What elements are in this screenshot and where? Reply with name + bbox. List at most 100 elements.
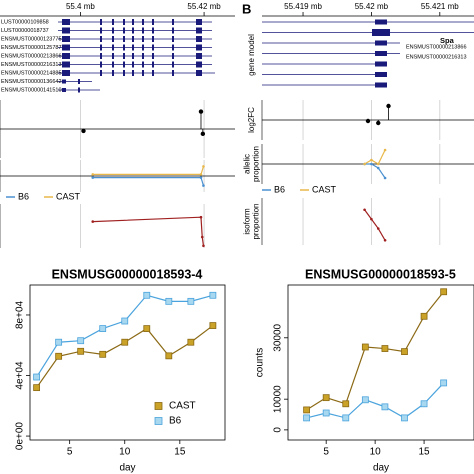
exon — [112, 36, 114, 42]
exon — [132, 61, 134, 68]
y-axis-label: allelicproportion — [243, 146, 261, 182]
plot-frame — [29, 284, 226, 441]
transcript-label: ENSMUST00000213866 — [406, 44, 467, 50]
point — [209, 322, 217, 329]
exon — [375, 51, 387, 56]
y-tick-label: 4e+04 — [15, 361, 26, 390]
exon — [123, 27, 125, 34]
point — [202, 165, 205, 168]
point — [322, 394, 330, 402]
point — [420, 312, 428, 320]
legend-label: CAST — [312, 184, 337, 194]
y-axis-label: isoformproportion — [243, 203, 261, 239]
point — [121, 338, 129, 346]
y-tick-label: 30000 — [273, 323, 284, 351]
point — [187, 297, 195, 305]
exon — [100, 27, 102, 34]
exon — [62, 19, 70, 25]
y-tick-label: 0e+00 — [15, 422, 26, 451]
exon — [100, 19, 102, 25]
exon — [78, 79, 80, 84]
point — [381, 345, 389, 352]
point — [383, 148, 387, 152]
legend-label: B6 — [169, 416, 182, 427]
point — [77, 337, 85, 345]
x-tick-label: 15 — [174, 447, 186, 458]
point — [363, 162, 366, 166]
exon — [112, 70, 114, 76]
x-tick-label: 5 — [67, 447, 73, 458]
point — [370, 217, 373, 221]
exon — [375, 40, 387, 46]
point — [33, 373, 41, 381]
point — [401, 348, 408, 356]
exon — [62, 61, 70, 68]
point — [381, 403, 389, 411]
x-axis-label: day — [119, 463, 135, 474]
x-tick-label: 5 — [323, 447, 329, 458]
point — [91, 176, 95, 179]
transcript-label: ENSMUST00000216313 — [1, 62, 62, 68]
point — [165, 352, 173, 360]
y-tick-label: 8e+04 — [15, 300, 26, 329]
chart-title: ENSMUSG00000018593-4 — [52, 267, 203, 281]
point — [91, 173, 95, 176]
point — [143, 291, 151, 299]
plot-frame — [287, 284, 474, 441]
point — [77, 347, 85, 355]
lollipop-head — [386, 103, 391, 109]
series-line — [92, 166, 205, 175]
legend-label: CAST — [169, 401, 196, 412]
transcript-label: LUST00000109858 — [1, 19, 49, 25]
legend-swatch — [154, 417, 163, 425]
point — [199, 173, 203, 176]
lollipop-head — [81, 128, 86, 134]
exon — [142, 36, 144, 42]
exon — [62, 70, 70, 76]
point — [376, 162, 380, 166]
exon — [112, 44, 114, 51]
exon — [62, 44, 70, 51]
exon — [142, 27, 144, 34]
exon — [62, 79, 66, 84]
exon — [375, 72, 387, 77]
legend-swatch — [154, 402, 163, 410]
point — [209, 291, 217, 299]
point — [91, 220, 95, 223]
exon — [172, 61, 174, 68]
exon — [100, 53, 102, 59]
exon — [375, 82, 387, 88]
point — [342, 414, 350, 422]
exon — [100, 36, 102, 42]
exon — [196, 61, 202, 68]
panel-label: B — [242, 1, 251, 16]
exon — [172, 44, 174, 51]
exon — [152, 61, 154, 68]
point — [33, 384, 41, 392]
point — [383, 176, 387, 180]
point — [202, 244, 205, 248]
exon — [152, 36, 154, 42]
point — [165, 297, 173, 305]
exon — [100, 61, 102, 68]
y-tick-label: 10000 — [273, 385, 284, 413]
exon — [62, 27, 70, 34]
series-line — [364, 163, 386, 179]
exon — [123, 70, 125, 76]
series-line — [364, 209, 386, 241]
point — [99, 350, 107, 358]
point — [199, 215, 203, 219]
transcript-label: ENSMUST00000141510 — [1, 87, 62, 93]
y-axis-label: log2FC — [247, 107, 256, 133]
transcript-label: ENSMUST00000123775 — [1, 36, 62, 42]
point — [401, 414, 408, 422]
exon — [112, 53, 114, 59]
y-axis-label-line: log2FC — [247, 107, 256, 133]
exon — [132, 53, 134, 59]
chart-title: ENSMUSG00000018593-5 — [305, 267, 456, 281]
exon — [375, 19, 387, 25]
exon — [78, 87, 80, 93]
series-line — [306, 291, 445, 411]
point — [342, 400, 350, 408]
